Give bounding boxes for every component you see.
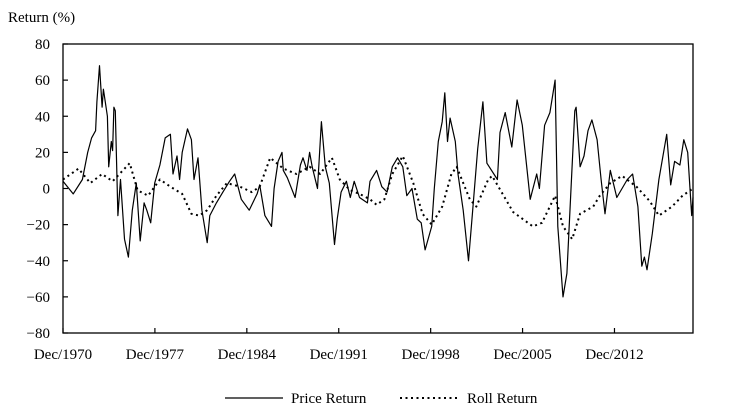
y-axis-label: Return (%) [8, 10, 75, 26]
x-tick-label: Dec/1991 [310, 347, 368, 363]
y-tick-label: −80 [27, 326, 50, 342]
plot-series [62, 65, 694, 298]
y-tick-label: 80 [35, 37, 50, 53]
x-tick-label: Dec/1977 [126, 347, 185, 363]
legend-label-price-return: Price Return [291, 391, 367, 407]
y-axis: 80 60 40 20 0 −20 −40 −60 −80 [27, 37, 68, 342]
y-tick-label: 0 [43, 182, 51, 198]
y-tick-label: 20 [35, 145, 50, 161]
x-axis: Dec/1970 Dec/1977 Dec/1984 Dec/1991 Dec/1998… [34, 328, 644, 363]
y-tick-label: 60 [35, 73, 50, 89]
series-line-roll-return [62, 155, 694, 241]
plot-frame [62, 43, 694, 334]
x-tick-label: Dec/1984 [218, 347, 277, 363]
x-tick-label: Dec/1998 [401, 347, 459, 363]
x-tick-label: Dec/2005 [493, 347, 551, 363]
series-line-price-return [62, 65, 694, 298]
y-tick-label: −60 [27, 290, 50, 306]
y-tick-label: −40 [27, 254, 50, 270]
x-tick-label: Dec/2012 [585, 347, 643, 363]
y-tick-label: −20 [27, 218, 50, 234]
legend-label-roll-return: Roll Return [467, 391, 538, 407]
legend: Price Return Roll Return [225, 391, 538, 407]
x-tick-label: Dec/1970 [34, 347, 92, 363]
y-tick-label: 40 [35, 109, 50, 125]
